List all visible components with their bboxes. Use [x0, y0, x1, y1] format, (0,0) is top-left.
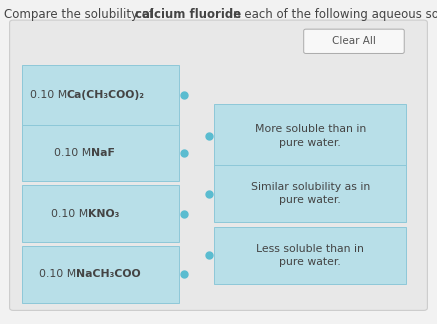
- Text: 0.10 M: 0.10 M: [51, 209, 92, 219]
- Text: More soluble than in
pure water.: More soluble than in pure water.: [255, 124, 366, 148]
- Text: 0.10 M: 0.10 M: [30, 90, 70, 100]
- FancyBboxPatch shape: [214, 165, 406, 222]
- Text: 0.10 M: 0.10 M: [39, 269, 80, 279]
- Text: Ca(CH₃COO)₂: Ca(CH₃COO)₂: [66, 90, 144, 100]
- FancyBboxPatch shape: [304, 29, 404, 53]
- Text: Less soluble than in
pure water.: Less soluble than in pure water.: [257, 244, 364, 267]
- Text: in each of the following aqueous solutions:: in each of the following aqueous solutio…: [226, 8, 437, 21]
- FancyBboxPatch shape: [214, 227, 406, 284]
- Text: KNO₃: KNO₃: [88, 209, 119, 219]
- FancyBboxPatch shape: [22, 65, 179, 125]
- Text: Similar solubility as in
pure water.: Similar solubility as in pure water.: [251, 182, 370, 205]
- FancyBboxPatch shape: [214, 104, 406, 168]
- Text: Clear All: Clear All: [332, 36, 376, 46]
- FancyBboxPatch shape: [22, 185, 179, 242]
- FancyBboxPatch shape: [10, 20, 427, 310]
- Text: 0.10 M: 0.10 M: [54, 148, 95, 158]
- Text: calcium fluoride: calcium fluoride: [135, 8, 241, 21]
- FancyBboxPatch shape: [22, 125, 179, 181]
- Text: Compare the solubility of: Compare the solubility of: [4, 8, 157, 21]
- FancyBboxPatch shape: [22, 246, 179, 303]
- Text: NaCH₃COO: NaCH₃COO: [76, 269, 140, 279]
- Text: NaF: NaF: [91, 148, 114, 158]
